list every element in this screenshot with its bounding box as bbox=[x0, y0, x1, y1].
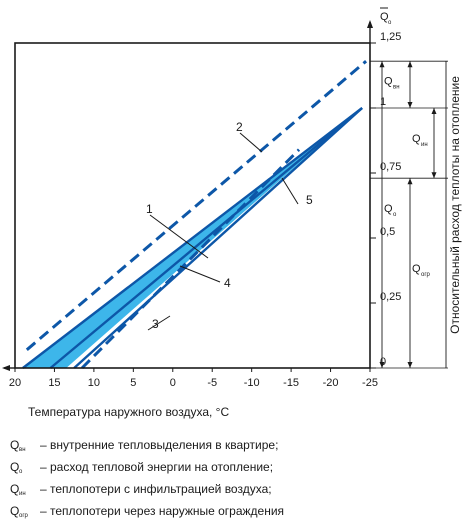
legend-symbol: Q bbox=[10, 438, 20, 452]
callout-label: 3 bbox=[152, 317, 159, 331]
bracket-subscript: о bbox=[393, 212, 397, 218]
legend: Q вн – внутренние тепловыделения в кварт… bbox=[10, 436, 460, 524]
y-axis-title-sub: о bbox=[388, 20, 392, 26]
axes: 20151050-5-10-15-20-2500,250,50,7511,251… bbox=[2, 20, 448, 389]
callout-label: 5 bbox=[306, 193, 313, 207]
bracket-arrow bbox=[379, 362, 385, 368]
callout-label: 4 bbox=[224, 276, 231, 290]
bracket-arrow bbox=[379, 61, 385, 68]
bracket-subscript: ин bbox=[421, 142, 428, 148]
legend-item: Q огр – теплопотери через наружные ограж… bbox=[10, 502, 460, 524]
legend-subscript: о bbox=[19, 469, 23, 475]
bracket-arrow bbox=[407, 61, 413, 68]
callout-leader bbox=[179, 265, 221, 283]
y-tick-label: 0,25 bbox=[380, 291, 401, 303]
legend-symbol: Q bbox=[10, 504, 20, 518]
bracket-arrow bbox=[431, 172, 437, 179]
y-tick-label: 0,5 bbox=[380, 226, 395, 238]
y-tick-label: 1 bbox=[380, 96, 386, 108]
y-tick-label: 0,75 bbox=[380, 161, 401, 173]
x-tick-label: -20 bbox=[323, 377, 339, 389]
legend-symbol: Q bbox=[10, 460, 20, 474]
x-tick-label: 0 bbox=[170, 377, 176, 389]
legend-symbol: Q bbox=[10, 482, 20, 496]
x-tick-label: 15 bbox=[48, 377, 60, 389]
bracket-subscript: вн bbox=[393, 85, 400, 91]
callout-leader bbox=[149, 214, 209, 259]
x-axis-arrowhead bbox=[2, 365, 10, 371]
legend-text: – теплопотери с инфильтрацией воздуха; bbox=[40, 482, 272, 496]
bracket-arrow bbox=[407, 178, 413, 185]
bracket-arrow bbox=[431, 108, 437, 114]
series-line-5 bbox=[80, 148, 301, 370]
bracket-symbol: Q bbox=[384, 76, 393, 88]
plot-frame bbox=[14, 42, 371, 369]
legend-subscript: вн bbox=[19, 447, 26, 453]
series-line-1 bbox=[22, 107, 363, 369]
callout-leader bbox=[239, 132, 263, 153]
x-tick-label: 20 bbox=[9, 377, 21, 389]
y-axis-title: Q bbox=[380, 11, 389, 23]
bracket-arrow bbox=[407, 102, 413, 108]
x-tick-label: -5 bbox=[207, 377, 217, 389]
legend-text: – теплопотери через наружные ограждения bbox=[40, 504, 285, 518]
x-tick-label: 5 bbox=[130, 377, 136, 389]
callout-label: 2 bbox=[236, 120, 243, 134]
x-tick-label: -15 bbox=[283, 377, 299, 389]
bracket-symbol: Q bbox=[384, 203, 393, 215]
y-axis-label: Относительный расход теплоты на отоплени… bbox=[448, 76, 462, 334]
legend-item: Q ин – теплопотери с инфильтрацией возду… bbox=[10, 480, 460, 502]
heating-chart: 20151050-5-10-15-20-2500,250,50,7511,251… bbox=[2, 7, 462, 419]
plot-area bbox=[22, 60, 368, 370]
legend-subscript: огр bbox=[19, 513, 28, 519]
y-tick-label: 1,25 bbox=[380, 31, 401, 43]
x-axis-label: Температура наружного воздуха, °C bbox=[28, 405, 229, 419]
callout-leader bbox=[281, 177, 299, 205]
callout-leader bbox=[147, 315, 171, 331]
series-line-3 bbox=[73, 107, 363, 369]
legend-item: Q о – расход тепловой энергии на отоплен… bbox=[10, 458, 460, 480]
x-tick-label: -10 bbox=[244, 377, 260, 389]
bracket-symbol: Q bbox=[412, 263, 421, 275]
bracket-subscript: огр bbox=[421, 272, 431, 278]
legend-item: Q вн – внутренние тепловыделения в кварт… bbox=[10, 436, 460, 458]
series-line-2 bbox=[25, 60, 368, 351]
series-line-4 bbox=[49, 107, 363, 369]
x-tick-label: -25 bbox=[362, 377, 378, 389]
legend-text: – внутренние тепловыделения в квартире; bbox=[40, 438, 279, 452]
bracket-symbol: Q bbox=[412, 133, 421, 145]
x-tick-label: 10 bbox=[88, 377, 100, 389]
callout-label: 1 bbox=[146, 202, 153, 216]
legend-subscript: ин bbox=[19, 491, 26, 497]
bracket-arrow bbox=[407, 362, 413, 368]
y-axis-arrowhead bbox=[367, 20, 373, 28]
legend-text: – расход тепловой энергии на отопление; bbox=[40, 460, 274, 474]
